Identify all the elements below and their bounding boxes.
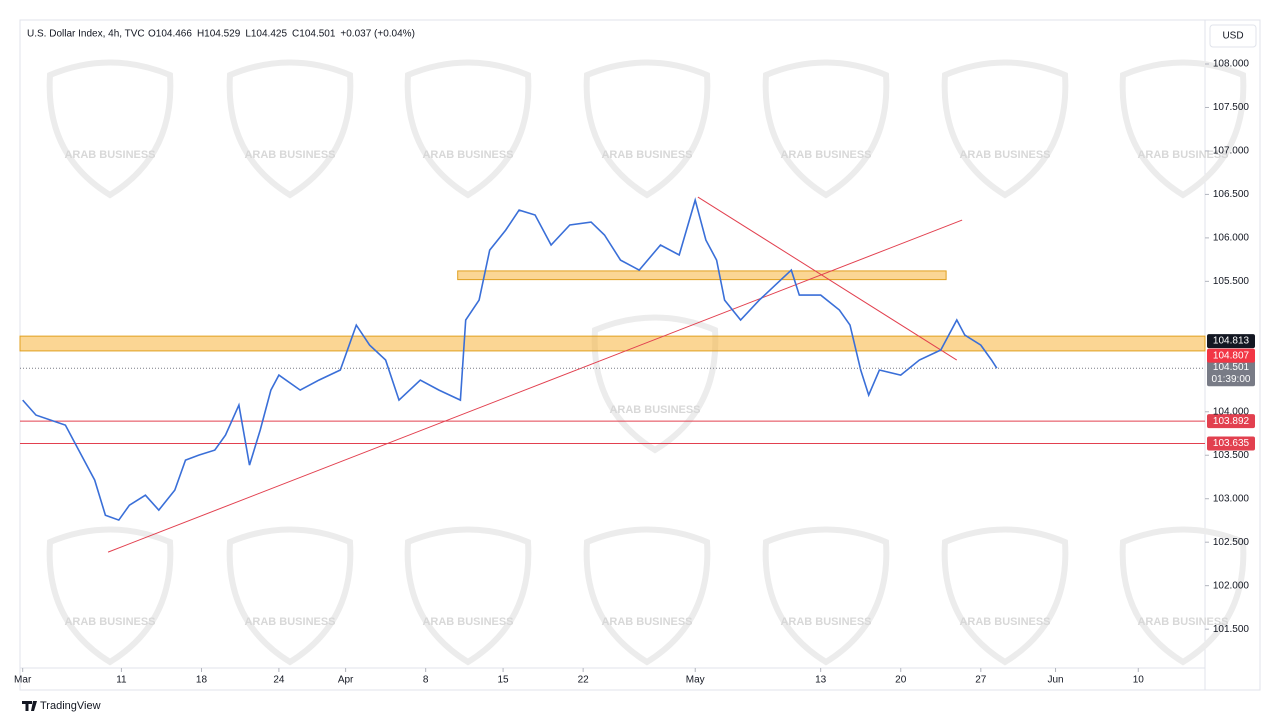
watermark-shield [591, 314, 719, 454]
price-line [22, 197, 998, 522]
level-label: 103.892 [1213, 416, 1250, 427]
watermark-text: ARAB BUSINESS [601, 149, 692, 161]
price-marker [1207, 348, 1255, 363]
watermark-text: ARAB BUSINESS [601, 616, 692, 628]
watermark-text: ARAB BUSINESS [422, 149, 513, 161]
price-marker-label: 104.813 [1213, 336, 1250, 347]
watermark-shield [226, 59, 354, 199]
x-tick-label: Jun [1047, 675, 1063, 686]
watermark-text: ARAB BUSINESS [422, 616, 513, 628]
watermark-text: ARAB BUSINESS [780, 616, 871, 628]
price-marker [1207, 334, 1255, 349]
chart-title: U.S. Dollar Index, 4h, TVC [27, 29, 145, 40]
ohlc-legend: O104.466 H104.529 L104.425 C104.501 +0.037 (… [148, 29, 415, 40]
watermark-shield [583, 59, 711, 199]
x-tick-label: 15 [498, 675, 510, 686]
x-tick-label: Mar [14, 675, 32, 686]
legend-value: C104.501 [292, 29, 336, 40]
zone [457, 270, 947, 281]
y-tick-label: 105.500 [1213, 276, 1250, 287]
brand: TradingView [40, 700, 101, 712]
y-tick-label: 107.000 [1213, 146, 1250, 157]
y-tick-label: 103.500 [1213, 450, 1250, 461]
watermark-shield [226, 526, 354, 666]
watermark-text: ARAB BUSINESS [64, 149, 155, 161]
y-tick-label: 106.000 [1213, 233, 1250, 244]
x-tick-label: Apr [338, 675, 354, 686]
y-tick-label: 102.500 [1213, 537, 1250, 548]
watermark-text: ARAB BUSINESS [244, 149, 335, 161]
trendline [697, 196, 958, 361]
watermark-text: ARAB BUSINESS [1137, 616, 1228, 628]
legend-value: O104.466 [148, 29, 192, 40]
level-tag [1207, 414, 1255, 429]
frame [19, 19, 1261, 691]
watermark-text: ARAB BUSINESS [244, 616, 335, 628]
watermark-shield [404, 526, 532, 666]
x-tick-label: 8 [423, 675, 429, 686]
brand-logo [22, 701, 37, 711]
watermark-shield [1119, 59, 1247, 199]
trendline [107, 219, 963, 553]
currency-button[interactable] [1209, 24, 1257, 48]
watermark-shield [46, 59, 174, 199]
watermark-shield [941, 526, 1069, 666]
x-tick-label: 13 [815, 675, 827, 686]
watermark-text: ARAB BUSINESS [1137, 149, 1228, 161]
legend-value: L104.425 [245, 29, 287, 40]
watermark-text: ARAB BUSINESS [609, 404, 700, 416]
x-tick-label: 10 [1133, 675, 1145, 686]
watermark-shield [941, 59, 1069, 199]
x-tick-label: May [686, 675, 705, 686]
y-tick-label: 101.500 [1213, 624, 1250, 635]
watermark-shield [1119, 526, 1247, 666]
y-tick-label: 108.000 [1213, 59, 1250, 70]
level-label: 103.635 [1213, 438, 1250, 449]
level-tag [1207, 436, 1255, 451]
x-tick-label: 18 [196, 675, 208, 686]
watermarks: ARAB BUSINESS ARAB BUSINESS ARAB BUSINESS A… [46, 59, 1247, 666]
watermark-shield [583, 526, 711, 666]
watermark-text: ARAB BUSINESS [959, 616, 1050, 628]
y-tick-label: 106.500 [1213, 189, 1250, 200]
x-tick-label: 27 [975, 675, 987, 686]
legend-value: H104.529 [197, 29, 241, 40]
price-marker-label: 104.807 [1213, 350, 1250, 361]
watermark-text: ARAB BUSINESS [780, 149, 871, 161]
last-price-tag [1207, 360, 1255, 387]
currency-label: USD [1222, 31, 1243, 42]
watermark-shield [762, 526, 890, 666]
legend-value: +0.037 (+0.04%) [340, 29, 415, 40]
x-tick-label: 20 [895, 675, 907, 686]
y-tick-label: 104.000 [1213, 406, 1250, 417]
x-tick-label: 24 [273, 675, 285, 686]
zone [19, 335, 1206, 352]
y-tick-label: 102.000 [1213, 580, 1250, 591]
x-tick-label: 11 [116, 675, 127, 686]
y-tick-label: 103.000 [1213, 493, 1250, 504]
y-tick-label: 107.500 [1213, 102, 1250, 113]
watermark-text: ARAB BUSINESS [64, 616, 155, 628]
last-price-label: 104.501 [1213, 362, 1250, 373]
countdown: 01:39:00 [1212, 374, 1251, 385]
x-tick-label: 22 [578, 675, 590, 686]
watermark-shield [762, 59, 890, 199]
watermark-text: ARAB BUSINESS [959, 149, 1050, 161]
watermark-shield [404, 59, 532, 199]
watermark-shield [46, 526, 174, 666]
